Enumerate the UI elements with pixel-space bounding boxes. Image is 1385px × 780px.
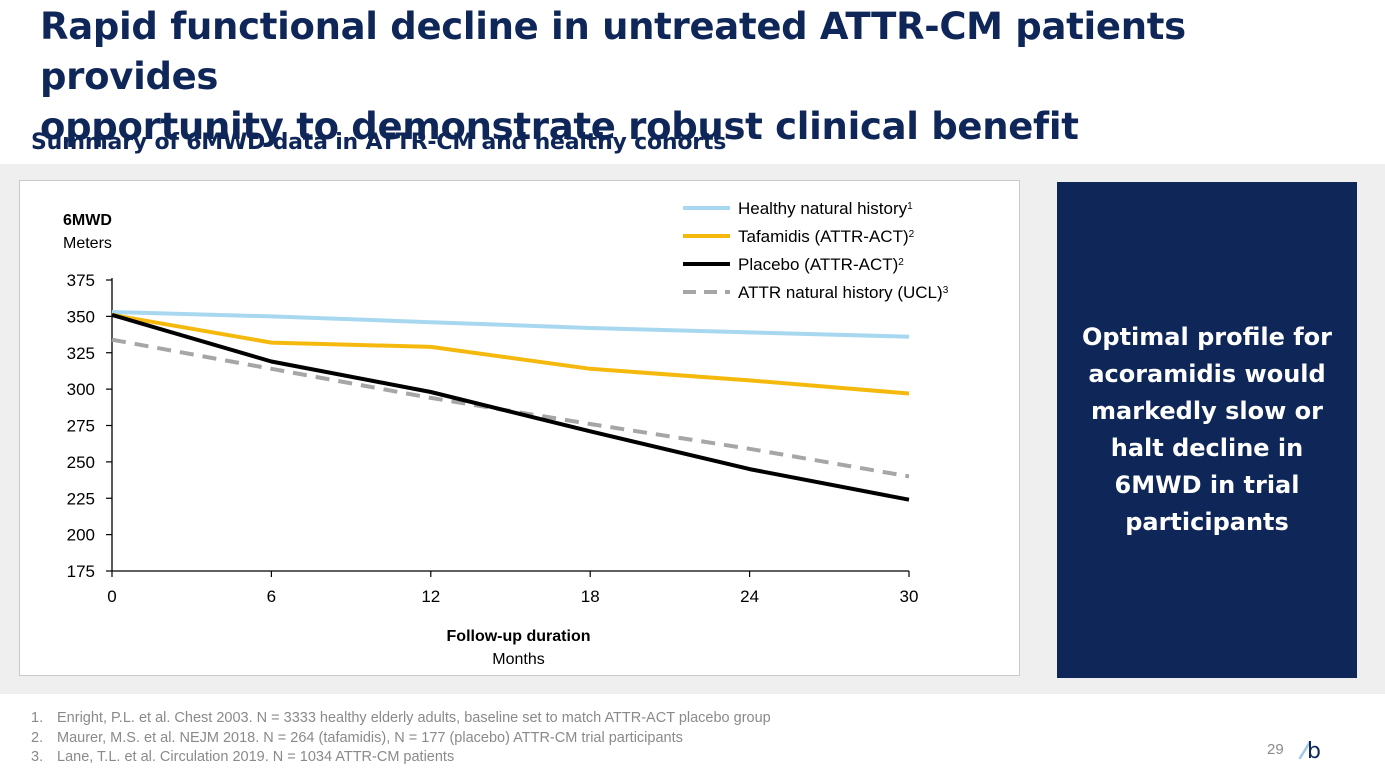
series-line-3 <box>111 312 910 502</box>
x-tick-label: 12 <box>421 587 440 606</box>
logo-mark-icon: b <box>1298 739 1321 764</box>
footnotes: 1. Enright, P.L. et al. Chest 2003. N = 3… <box>31 709 771 768</box>
y-tick-label: 300 <box>67 380 95 399</box>
legend-superscript: 1 <box>907 201 913 212</box>
legend-label: Placebo (ATTR-ACT)2 <box>738 255 904 274</box>
footnote-1: 1. Enright, P.L. et al. Chest 2003. N = 3… <box>31 709 771 729</box>
logo-glyph: b <box>1307 739 1321 760</box>
footnote-text: Enright, P.L. et al. Chest 2003. N = 333… <box>57 710 771 726</box>
legend-superscript: 3 <box>943 285 949 296</box>
y-tick-label: 350 <box>67 307 95 326</box>
slide-title: Rapid functional decline in untreated AT… <box>40 2 1360 152</box>
y-axis-title: 6MWD <box>63 212 112 229</box>
footnote-number: 3. <box>31 749 44 765</box>
footnote-3: 3. Lane, T.L. et al. Circulation 2019. N … <box>31 748 771 768</box>
title-line-1: Rapid functional decline in untreated AT… <box>40 5 1186 98</box>
callout-box: Optimal profile for acoramidis would mar… <box>1057 182 1357 678</box>
chart-panel: 175 200 225 250 275 300 325 350 375 0 6 12 18 24 30 6MW… <box>19 180 1020 676</box>
x-tick-label: 6 <box>267 587 276 606</box>
footnote-text: Maurer, M.S. et al. NEJM 2018. N = 264 (… <box>57 729 683 746</box>
legend-superscript: 2 <box>898 257 904 268</box>
y-tick-label: 175 <box>67 562 95 581</box>
footnote-text: Lane, T.L. et al. Circulation 2019. N = … <box>57 749 455 765</box>
legend-label: Tafamidis (ATTR-ACT)2 <box>738 227 915 246</box>
title-line-2: opportunity to demonstrate robust clinic… <box>40 105 1079 148</box>
footnote-number: 1. <box>31 710 44 726</box>
y-tick-label: 325 <box>67 344 95 363</box>
legend-superscript: 2 <box>909 229 915 240</box>
legend-label: Healthy natural history1 <box>738 199 913 218</box>
x-axis-unit: Months <box>492 651 544 668</box>
callout-text: Optimal profile for acoramidis would mar… <box>1082 323 1332 536</box>
x-tick-label: 0 <box>107 587 116 606</box>
x-tick-label: 30 <box>900 587 919 606</box>
series-line-4 <box>111 337 910 479</box>
y-axis-unit: Meters <box>63 235 112 252</box>
chart-subtitle: Summary of 6MWD data in ATTR-CM and heal… <box>31 130 727 155</box>
y-tick-label: 200 <box>67 526 95 545</box>
footnote-number: 2. <box>31 729 44 746</box>
series-line-2 <box>111 312 910 396</box>
x-tick-label: 24 <box>740 587 759 606</box>
x-tick-label: 18 <box>581 587 600 606</box>
page-number: 29 <box>1267 741 1284 758</box>
x-axis-title: Follow-up duration <box>447 628 591 645</box>
legend-label: ATTR natural history (UCL)3 <box>738 283 949 302</box>
y-tick-label: 275 <box>67 417 95 436</box>
footnote-2: 2. Maurer, M.S. et al. NEJM 2018. N = 264… <box>31 729 771 749</box>
y-tick-label: 225 <box>67 489 95 508</box>
series-line-1 <box>111 310 910 339</box>
y-tick-label: 250 <box>67 453 95 472</box>
company-logo: b <box>1298 734 1324 765</box>
y-tick-label: 375 <box>67 271 95 290</box>
